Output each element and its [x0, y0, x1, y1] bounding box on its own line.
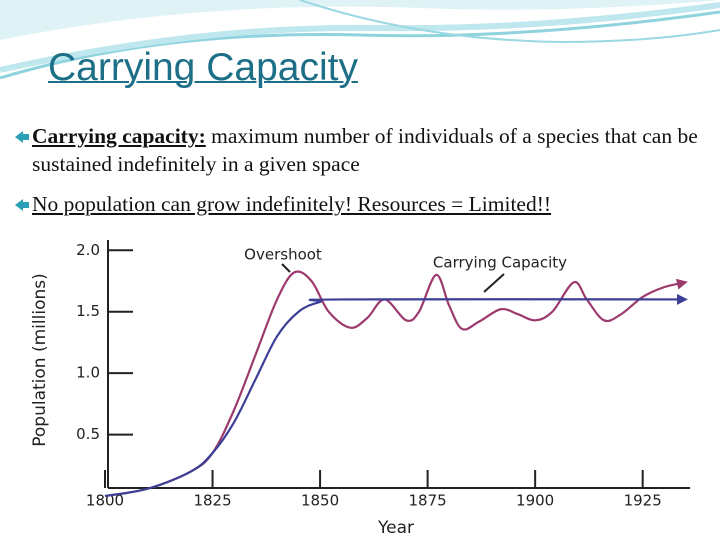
bullet-term: Carrying capacity: [32, 124, 206, 148]
y-tick-label: 1.5 [76, 302, 100, 320]
bullet: No population can grow indefinitely! Res… [14, 190, 714, 218]
x-tick-label: 1875 [409, 492, 447, 510]
y-tick-label: 2.0 [76, 241, 100, 259]
series-annotation: Carrying Capacity [433, 254, 567, 272]
bullet-text: No population can grow indefinitely! Res… [32, 192, 552, 216]
header-swoosh [0, 0, 720, 80]
series-annotation: Overshoot [244, 246, 322, 264]
bullet-icon [15, 199, 29, 211]
y-tick-label: 1.0 [76, 364, 100, 382]
x-tick-label: 1850 [301, 492, 339, 510]
x-axis-label: Year [377, 518, 414, 538]
slide-title: Carrying Capacity [48, 46, 358, 89]
line-series [104, 270, 688, 498]
bullet-icon [15, 131, 29, 143]
bullet: Carrying capacity: maximum number of ind… [14, 122, 714, 178]
x-tick-label: 1800 [86, 492, 124, 510]
x-tick-label: 1900 [516, 492, 554, 510]
x-tick-label: 1825 [193, 492, 231, 510]
annotation-pointer [483, 273, 505, 293]
y-axis-label: Population (millions) [30, 273, 50, 446]
y-tick-label: 0.5 [76, 425, 100, 443]
annotation-pointer [281, 263, 291, 273]
bullet-text: maximum number of individuals of a speci… [32, 124, 698, 176]
x-tick-label: 1925 [624, 492, 662, 510]
line-series [104, 293, 688, 498]
